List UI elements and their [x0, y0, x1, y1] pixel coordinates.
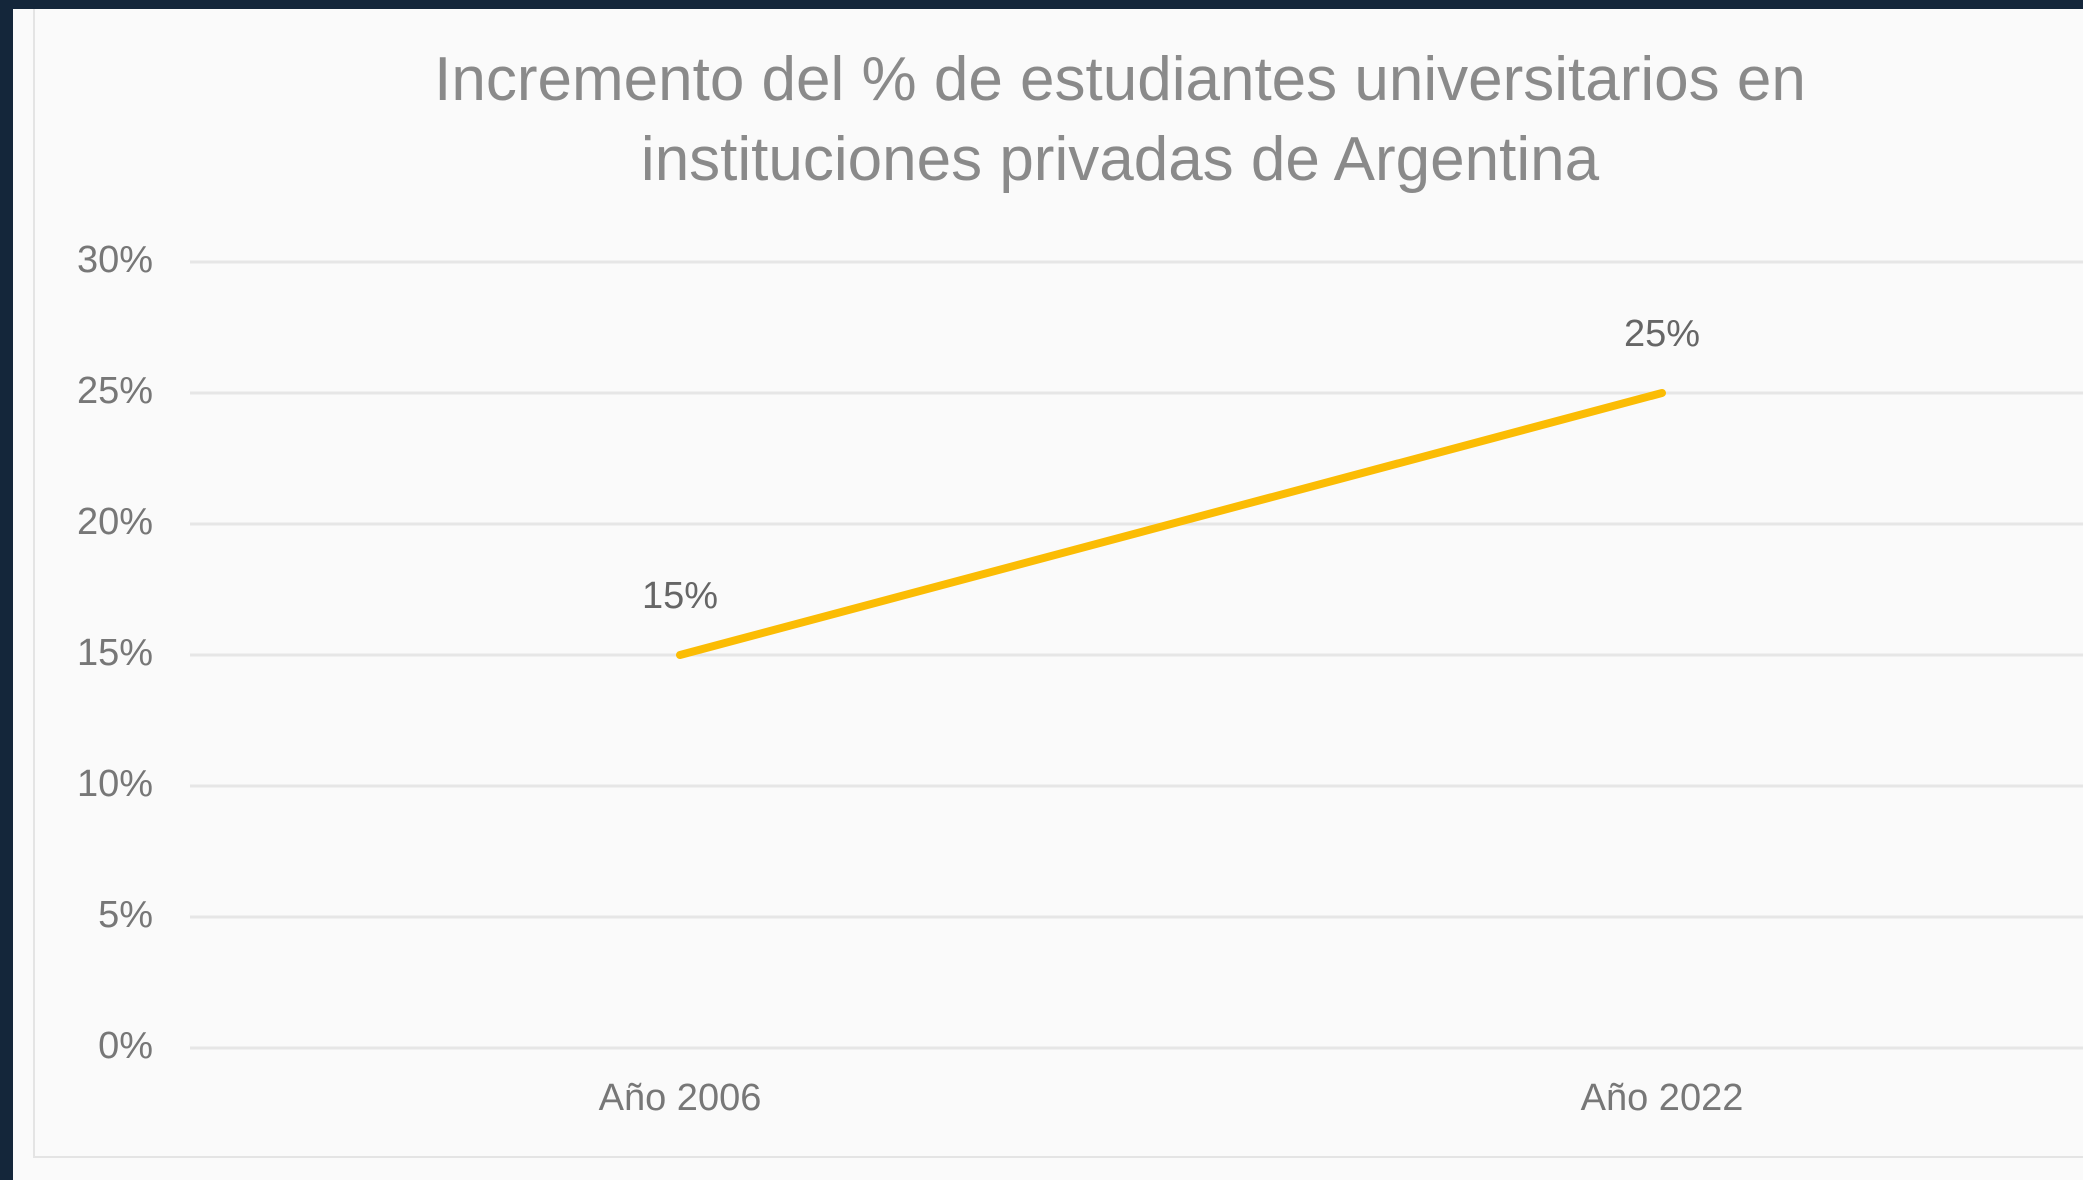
y-tick-label: 0%	[98, 1025, 153, 1067]
y-tick-label: 15%	[77, 632, 153, 674]
chart-panel	[13, 9, 2083, 1180]
y-tick-label: 20%	[77, 501, 153, 543]
y-tick-label: 10%	[77, 763, 153, 805]
y-tick-label: 5%	[98, 894, 153, 936]
line	[676, 389, 1666, 659]
panel-border	[33, 9, 2083, 1158]
x-tick-label: Año 2022	[1581, 1077, 1744, 1119]
x-tick-label: Año 2006	[599, 1077, 762, 1119]
y-tick-label: 30%	[77, 239, 153, 281]
data-label: 15%	[642, 575, 718, 617]
y-tick-label: 25%	[77, 370, 153, 412]
chart-title: Incremento del % de estudiantes universi…	[434, 45, 1806, 194]
data-label: 25%	[1624, 313, 1700, 355]
